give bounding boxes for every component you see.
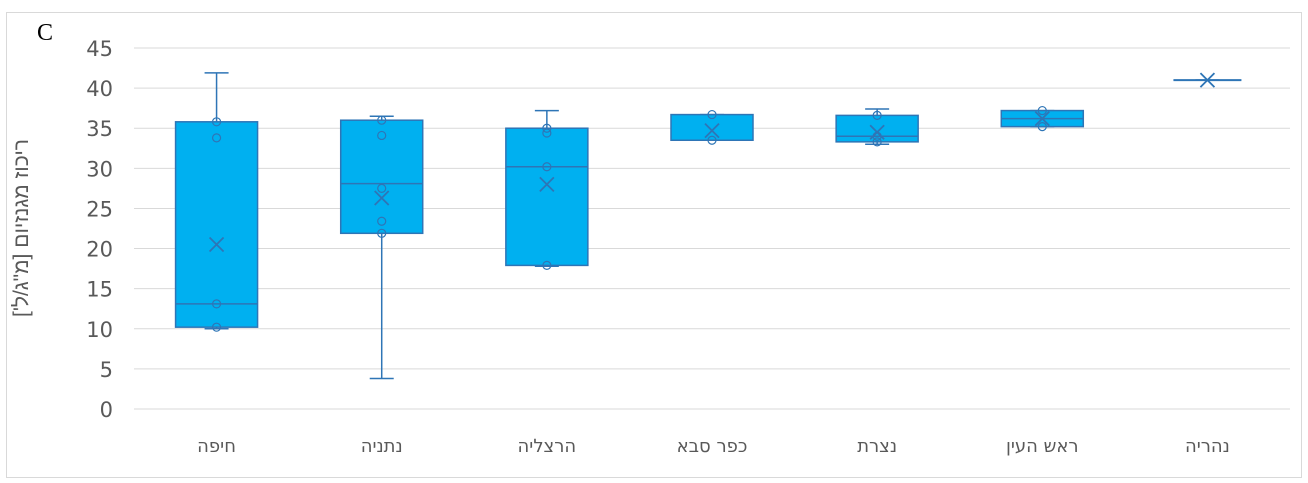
- data-point: [211, 133, 222, 143]
- y-tick-label: 10: [86, 318, 113, 342]
- y-tick-label: 35: [86, 117, 113, 141]
- data-point: [211, 322, 222, 332]
- y-tick-label: 40: [86, 77, 113, 101]
- mean-marker: [539, 176, 555, 193]
- box-body: [174, 121, 259, 328]
- x-tick-label: נהריה: [1185, 436, 1230, 457]
- mean-marker: [1034, 110, 1050, 127]
- box-2: [505, 109, 589, 271]
- x-tick-label: כפר סבא: [677, 436, 748, 457]
- box-4: [835, 108, 919, 147]
- box-6: [1173, 72, 1242, 88]
- x-tick-label: נתניה: [361, 436, 403, 457]
- x-tick-label: חיפה: [197, 436, 236, 457]
- y-tick-label: 45: [86, 37, 113, 61]
- data-point: [707, 109, 717, 120]
- data-point: [211, 117, 222, 127]
- data-point: [377, 115, 387, 125]
- data-point: [377, 228, 387, 238]
- y-tick-label: 30: [86, 157, 113, 181]
- y-tick-label: 0: [100, 398, 113, 422]
- box-5: [1000, 105, 1085, 132]
- x-tick-label: ראש העין: [1006, 436, 1079, 457]
- x-tick-label: נצרת: [857, 436, 897, 457]
- y-tick-label: 5: [100, 358, 113, 382]
- panel-label: C: [37, 20, 54, 46]
- data-point: [542, 162, 552, 172]
- data-point: [377, 183, 387, 193]
- mean-marker: [208, 236, 225, 253]
- y-axis-ticks: 0 5 10 15 20 25 30 35 40 45: [86, 37, 113, 422]
- mean-marker: [374, 190, 390, 206]
- gridlines: [134, 47, 1290, 410]
- data-point: [542, 128, 552, 138]
- data-point: [872, 137, 882, 147]
- y-tick-label: 20: [86, 238, 113, 262]
- data-point: [542, 123, 552, 133]
- box-body: [339, 119, 424, 235]
- data-point: [1037, 122, 1047, 132]
- mean-marker: [869, 124, 885, 140]
- box-0: [174, 72, 259, 332]
- mean-marker: [1199, 72, 1216, 88]
- data-point: [211, 299, 222, 309]
- box-1: [339, 115, 424, 380]
- data-point: [377, 130, 387, 141]
- box-3: [670, 109, 754, 145]
- y-tick-label: 15: [86, 278, 113, 302]
- data-point: [872, 110, 882, 120]
- box-series: [174, 72, 1242, 380]
- data-point: [707, 135, 717, 145]
- x-axis-ticks: חיפה נתניה הרצליה כפר סבא נצרת ראש העין נהריה: [197, 436, 1230, 457]
- data-point: [542, 260, 552, 271]
- x-tick-label: הרצליה: [518, 436, 577, 457]
- box-body: [505, 127, 589, 267]
- y-tick-label: 25: [86, 197, 113, 221]
- data-point: [377, 216, 387, 226]
- data-point: [1037, 105, 1047, 116]
- mean-marker: [704, 122, 720, 139]
